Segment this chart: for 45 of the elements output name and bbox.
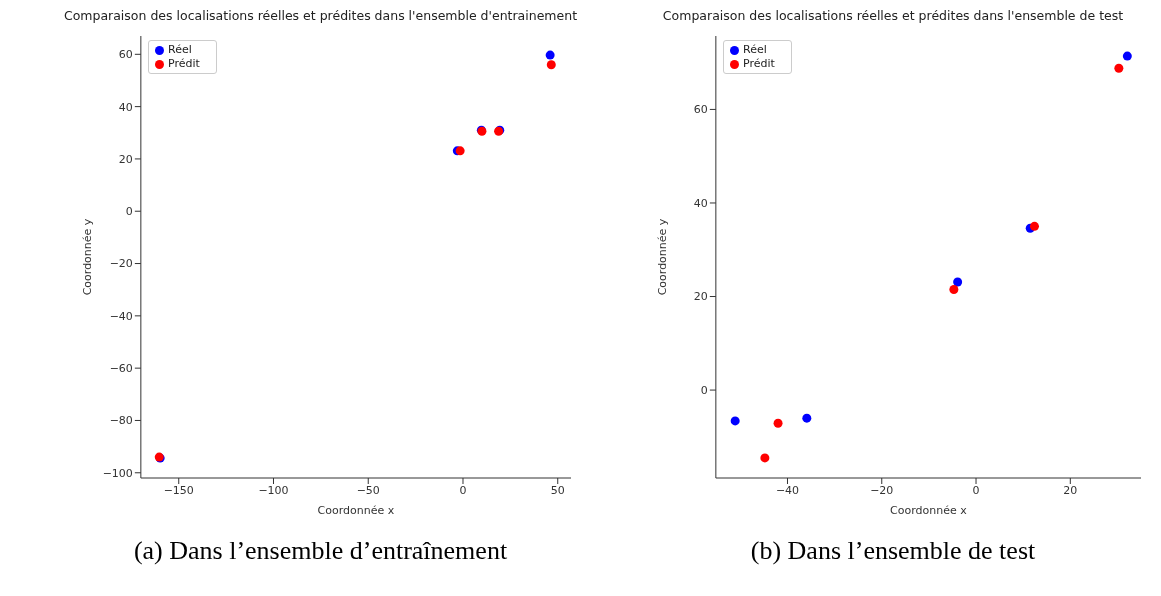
point bbox=[1122, 51, 1132, 61]
y-axis-title: Coordonnée y bbox=[655, 218, 669, 296]
point bbox=[730, 416, 740, 426]
x-tick-label: 0 bbox=[459, 483, 467, 497]
y-axis-title: Coordonnée y bbox=[80, 218, 94, 296]
point bbox=[949, 285, 959, 295]
y-tick-label: 60 bbox=[693, 103, 708, 117]
y-tick-label: −60 bbox=[109, 362, 133, 376]
y-tick-label: −40 bbox=[109, 309, 133, 323]
x-tick-label: 50 bbox=[550, 483, 565, 497]
point bbox=[1114, 63, 1124, 73]
text: (a) Dans l’ensemble d’entraînement bbox=[132, 536, 509, 566]
legend-label: Réel bbox=[168, 43, 192, 56]
point bbox=[953, 277, 963, 287]
point bbox=[773, 418, 783, 428]
x-tick-label: −20 bbox=[870, 483, 894, 497]
y-tick-label: −20 bbox=[109, 257, 133, 271]
y-tick-label: 60 bbox=[118, 48, 133, 62]
y-tick-label: −100 bbox=[102, 466, 133, 480]
x-tick-label: 20 bbox=[1063, 483, 1078, 497]
y-tick-label: −80 bbox=[109, 414, 133, 428]
x-tick-label: −150 bbox=[163, 483, 194, 497]
point bbox=[1029, 221, 1039, 231]
legend-label: Réel bbox=[743, 43, 767, 56]
legend-label: Prédit bbox=[168, 57, 200, 70]
point bbox=[545, 50, 555, 60]
y-tick-label: 0 bbox=[125, 205, 133, 219]
point bbox=[802, 413, 812, 423]
x-tick-label: −50 bbox=[356, 483, 380, 497]
x-tick-label: 0 bbox=[972, 483, 980, 497]
chart-title: Comparaison des localisations réelles et prédites dans l'ensemble de test bbox=[661, 8, 1125, 25]
x-axis-title: Coordonnée x bbox=[317, 504, 395, 517]
chart-title: Comparaison des localisations réelles et prédites dans l'ensemble d'entrainement bbox=[62, 8, 579, 25]
x-tick-label: −100 bbox=[258, 483, 289, 497]
y-tick-label: 0 bbox=[700, 383, 708, 397]
text: (b) Dans l’ensemble de test bbox=[749, 536, 1037, 566]
y-tick-label: 40 bbox=[118, 100, 133, 114]
legend-label: Prédit bbox=[743, 57, 775, 70]
y-tick-label: 20 bbox=[693, 290, 708, 304]
point bbox=[760, 453, 770, 463]
point bbox=[546, 60, 556, 70]
x-axis-title: Coordonnée x bbox=[890, 504, 968, 517]
x-tick-label: −40 bbox=[775, 483, 800, 497]
y-tick-label: 20 bbox=[118, 152, 133, 166]
y-tick-label: 40 bbox=[693, 196, 708, 210]
